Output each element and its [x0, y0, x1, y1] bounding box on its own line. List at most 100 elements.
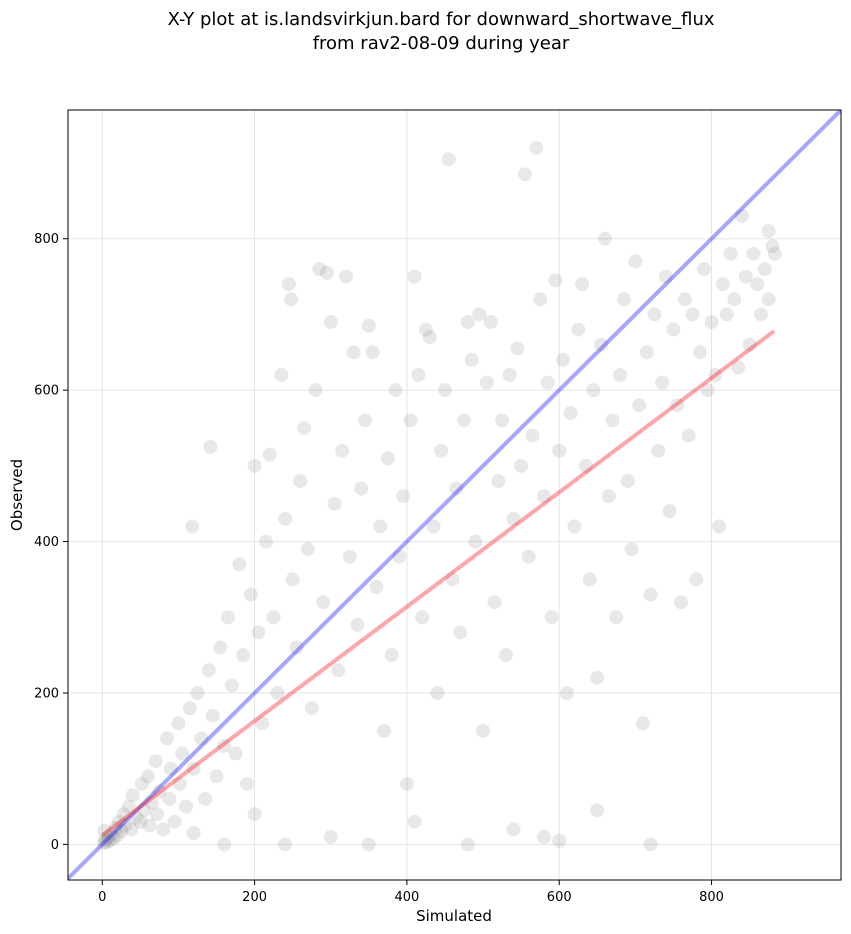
scatter-point: [102, 833, 117, 848]
scatter-point: [563, 405, 578, 420]
scatter-point: [613, 367, 628, 382]
scatter-point: [445, 572, 460, 587]
scatter-point: [323, 314, 338, 329]
scatter-point: [116, 807, 131, 822]
scatter-point: [342, 549, 357, 564]
scatter-point: [556, 352, 571, 367]
scatter-point: [651, 443, 666, 458]
scatter-point: [635, 716, 650, 731]
scatter-point: [247, 458, 262, 473]
scatter-point: [270, 685, 285, 700]
scatter-point: [316, 595, 331, 610]
scatter-point: [571, 322, 586, 337]
scatter-point: [483, 314, 498, 329]
fit-line: [101, 329, 776, 837]
scatter-point: [255, 716, 270, 731]
scatter-point: [396, 489, 411, 504]
scatter-point: [266, 610, 281, 625]
scatter-point: [247, 807, 262, 822]
scatter-point: [506, 822, 521, 837]
scatter-point: [578, 458, 593, 473]
scatter-point: [96, 835, 111, 850]
scatter-point: [658, 269, 673, 284]
scatter-point: [738, 269, 753, 284]
scatter-point: [449, 481, 464, 496]
scatter-point: [643, 837, 658, 852]
scatter-point: [681, 428, 696, 443]
scatter-point: [495, 413, 510, 428]
scatter-point: [536, 489, 551, 504]
y-tick-label: 0: [51, 838, 59, 853]
scatter-point: [696, 261, 711, 276]
scatter-point: [217, 837, 232, 852]
scatter-point: [377, 723, 392, 738]
scatter-point: [468, 534, 483, 549]
scatter-point: [517, 167, 532, 182]
y-axis-label: Observed: [8, 459, 26, 531]
scatter-point: [110, 828, 125, 843]
scatter-point: [112, 814, 127, 829]
scatter-point: [361, 318, 376, 333]
scatter-point: [582, 572, 597, 587]
scatter-point: [525, 428, 540, 443]
scatter-point: [506, 511, 521, 526]
scatter-point: [430, 685, 445, 700]
chart-title-line1: X-Y plot at is.landsvirkjun.bard for dow…: [167, 9, 714, 30]
scatter-point: [533, 292, 548, 307]
scatter-point: [308, 383, 323, 398]
y-tick-label: 200: [34, 686, 59, 701]
scatter-point: [674, 595, 689, 610]
scatter-point: [209, 769, 224, 784]
x-tick-label: 600: [547, 890, 572, 905]
scatter-point: [262, 447, 277, 462]
y-tick-label: 400: [34, 535, 59, 550]
scatter-point: [358, 413, 373, 428]
scatter-point: [284, 292, 299, 307]
scatter-point: [186, 826, 201, 841]
scatter-point: [529, 140, 544, 155]
scatter-point: [597, 231, 612, 246]
scatter-point: [175, 746, 190, 761]
x-axis-label: Simulated: [416, 907, 492, 925]
scatter-point: [152, 784, 167, 799]
scatter-point: [236, 648, 251, 663]
scatter-point: [285, 572, 300, 587]
scatter-point: [198, 791, 213, 806]
scatter-point: [373, 519, 388, 534]
scatter-point: [434, 443, 449, 458]
scatter-point: [670, 398, 685, 413]
scatter-point: [106, 831, 121, 846]
scatter-point: [104, 826, 119, 841]
scatter-point: [700, 383, 715, 398]
scatter-point: [278, 837, 293, 852]
scatter-point: [437, 383, 452, 398]
scatter-point: [228, 746, 243, 761]
scatter-point: [639, 345, 654, 360]
scatter-point: [594, 337, 609, 352]
scatter-point: [354, 481, 369, 496]
scatter-point: [300, 542, 315, 557]
scatter-point: [457, 413, 472, 428]
scatter-point: [140, 769, 155, 784]
scatter-point: [521, 549, 536, 564]
data-points: [96, 140, 782, 852]
scatter-point: [453, 625, 468, 640]
scatter-point: [514, 458, 529, 473]
y-tick-label: 600: [34, 384, 59, 399]
scatter-point: [289, 640, 304, 655]
scatter-point: [708, 367, 723, 382]
scatter-point: [201, 663, 216, 678]
scatter-point: [167, 814, 182, 829]
scatter-point: [767, 246, 782, 261]
scatter-point: [476, 723, 491, 738]
scatter-point: [586, 383, 601, 398]
scatter-point: [331, 663, 346, 678]
scatter-point: [624, 542, 639, 557]
scatter-point: [719, 307, 734, 322]
scatter-point: [399, 776, 414, 791]
scatter-point: [761, 292, 776, 307]
scatter-point: [616, 292, 631, 307]
scatter-point: [335, 443, 350, 458]
scatter-point: [727, 292, 742, 307]
